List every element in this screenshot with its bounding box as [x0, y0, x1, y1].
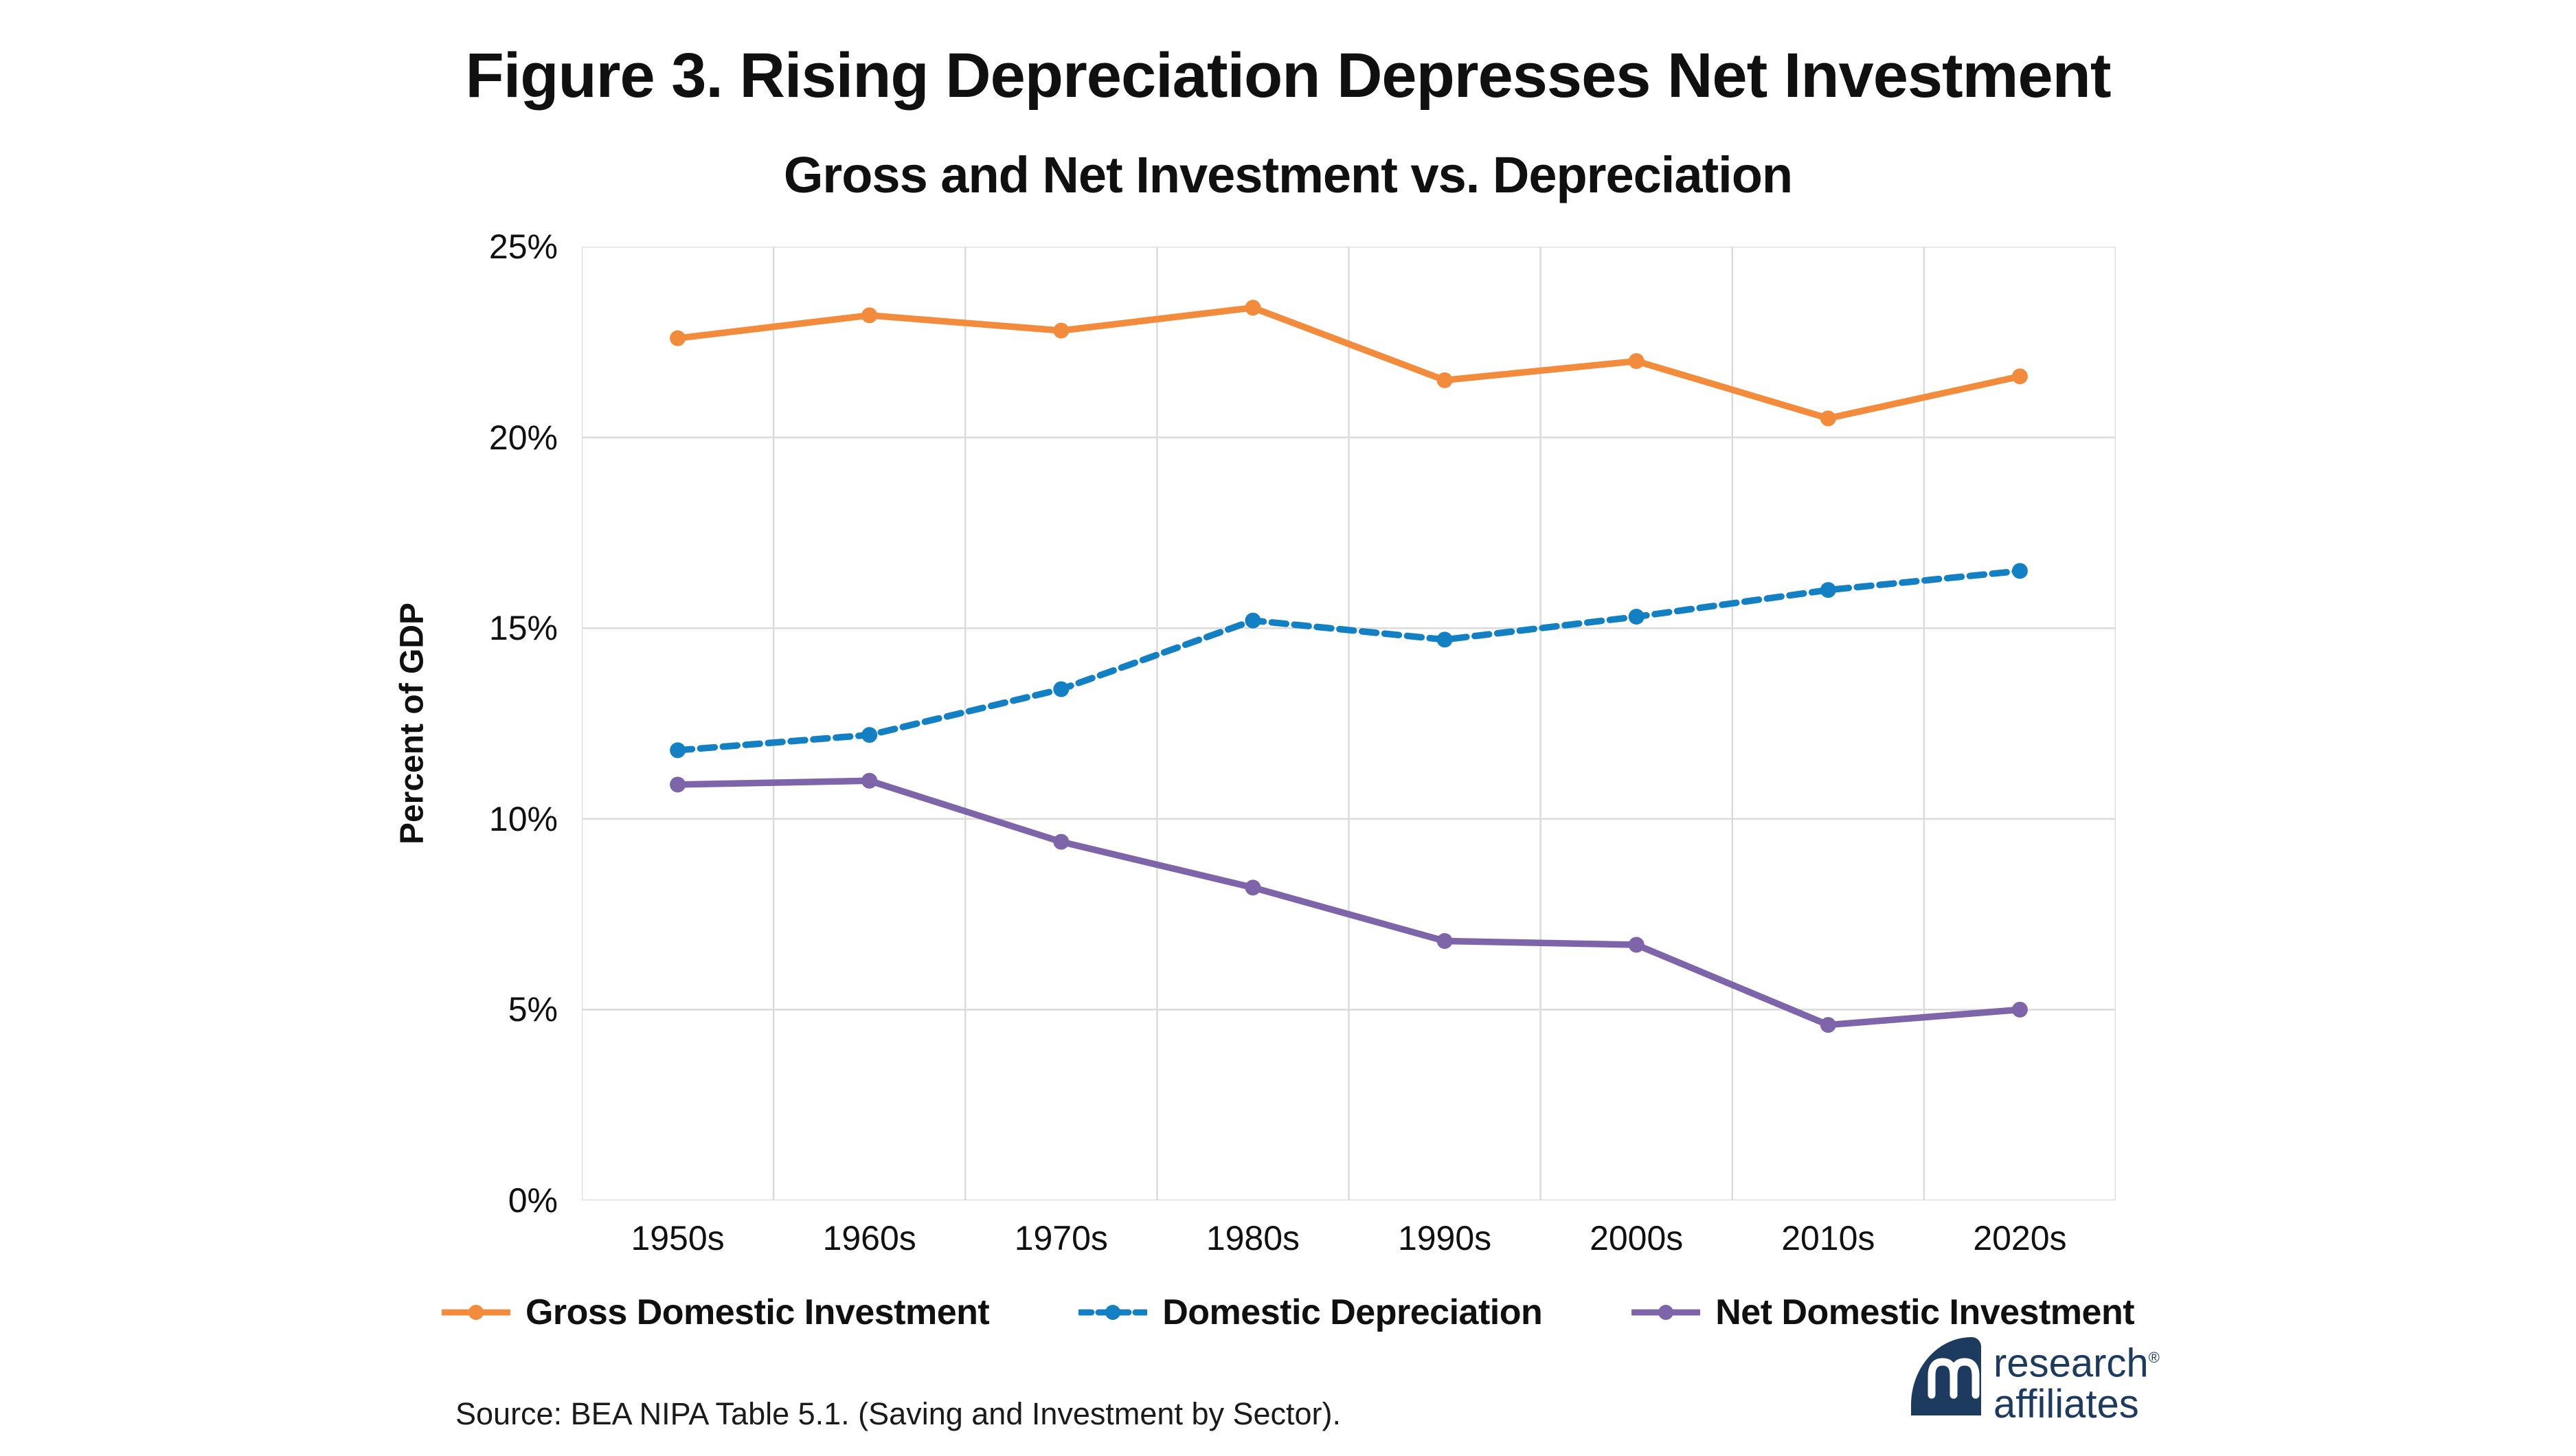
logo-wordmark-line1: research [1993, 1341, 2149, 1386]
y-tick-label: 25% [488, 227, 558, 266]
y-tick-label: 0% [508, 1181, 558, 1220]
chart-legend: Gross Domestic Investment Domestic Depre… [0, 1292, 2576, 1333]
legend-swatch-dashed-line-icon [1076, 1302, 1149, 1323]
y-tick-label: 10% [488, 799, 558, 838]
registered-mark: ® [2148, 1349, 2160, 1366]
figure-title: Figure 3. Rising Depreciation Depresses … [465, 41, 2112, 111]
legend-label: Gross Domestic Investment [525, 1292, 990, 1332]
legend-swatch-solid-line-icon [1629, 1302, 1702, 1323]
legend-item-gross-domestic-investment: Gross Domestic Investment [440, 1292, 990, 1333]
logo-wordmark-line2: affiliates [1993, 1382, 2139, 1427]
legend-label: Domestic Depreciation [1162, 1292, 1543, 1332]
x-tick-label: 2020s [1973, 1219, 2067, 1257]
chart-plot-area [582, 247, 2116, 1200]
research-affiliates-logo: research® affiliates [1911, 1337, 2160, 1425]
y-axis-labels: 0% 5% 10% 15% 20% 25% [0, 229, 558, 1218]
x-tick-label: 1990s [1397, 1219, 1492, 1257]
legend-label: Net Domestic Investment [1715, 1292, 2135, 1332]
figure-subtitle: Gross and Net Investment vs. Depreciatio… [783, 146, 1793, 203]
logo-wordmark: research® affiliates [1993, 1337, 2160, 1425]
y-tick-label: 5% [508, 990, 558, 1029]
x-axis-labels: 1950s 1960s 1970s 1980s 1990s 2000s 2010s 2020s [582, 1219, 2116, 1260]
plot-svg [582, 247, 2116, 1200]
legend-item-net-domestic-investment: Net Domestic Investment [1629, 1292, 2135, 1333]
x-tick-label: 1950s [631, 1219, 725, 1257]
x-tick-label: 2000s [1590, 1219, 1684, 1257]
x-tick-label: 1960s [822, 1219, 916, 1257]
x-tick-label: 1970s [1014, 1219, 1108, 1257]
ra-monogram-icon [1928, 1358, 1980, 1399]
logo-mark-shape [1911, 1337, 1981, 1415]
legend-swatch-solid-line-icon [440, 1302, 512, 1323]
source-note: Source: BEA NIPA Table 5.1. (Saving and … [455, 1396, 1342, 1431]
y-tick-label: 20% [488, 418, 558, 457]
x-tick-label: 1980s [1206, 1219, 1300, 1257]
y-tick-label: 15% [488, 609, 558, 648]
legend-item-domestic-depreciation: Domestic Depreciation [1076, 1292, 1543, 1333]
x-tick-label: 2010s [1781, 1219, 1875, 1257]
